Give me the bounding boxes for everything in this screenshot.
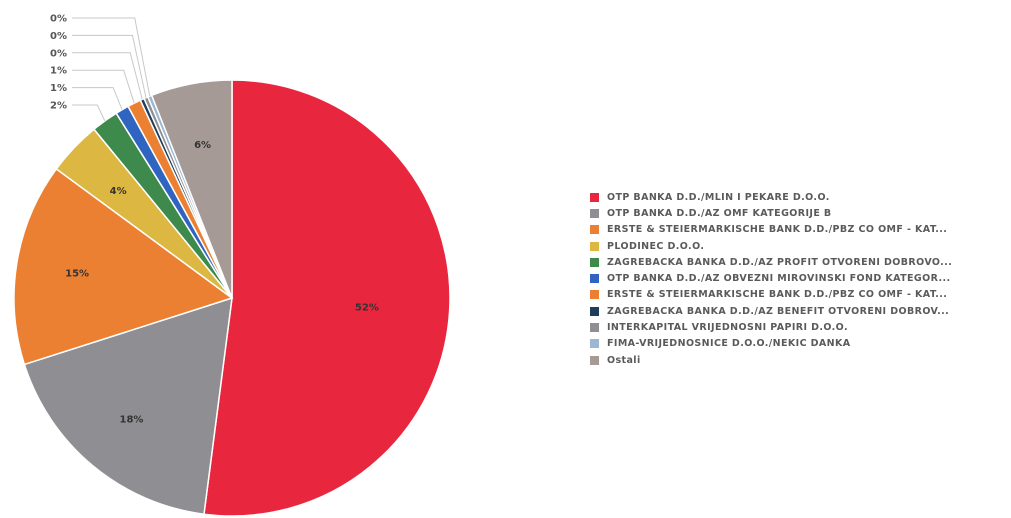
legend-swatch	[590, 225, 599, 235]
legend-item[interactable]: FIMA-VRIJEDNOSNICE D.O.O./NEKIĆ DANKA	[590, 336, 1010, 352]
label-connector-line	[72, 104, 106, 122]
legend-label: FIMA-VRIJEDNOSNICE D.O.O./NEKIĆ DANKA	[607, 338, 851, 350]
slice-data-label: 1%	[50, 66, 67, 77]
legend-item[interactable]: ZAGREBAČKA BANKA D.D./AZ PROFIT OTVORENI…	[590, 254, 1010, 270]
legend-label: OTP BANKA D.D./AZ OMF KATEGORIJE B	[607, 207, 832, 219]
legend-swatch	[590, 257, 599, 267]
slice-data-label: 0%	[50, 48, 67, 59]
legend-swatch	[590, 323, 599, 333]
legend-label: OTP BANKA D.D./MLIN I PEKARE D.O.O.	[607, 191, 830, 203]
legend-item[interactable]: Ostali	[590, 352, 1010, 368]
legend-swatch	[590, 241, 599, 251]
legend-swatch	[590, 290, 599, 300]
legend-label: OTP BANKA D.D./AZ OBVEZNI MIROVINSKI FON…	[607, 273, 951, 285]
legend-label: PLODINEC D.O.O.	[607, 240, 705, 252]
legend-swatch	[590, 208, 599, 218]
legend-swatch	[590, 306, 599, 316]
label-connector-line	[72, 52, 143, 100]
legend-label: Ostali	[607, 354, 641, 366]
legend-item[interactable]: OTP BANKA D.D./AZ OBVEZNI MIROVINSKI FON…	[590, 270, 1010, 286]
slice-data-label: 4%	[110, 186, 127, 197]
label-connector-line	[72, 69, 135, 104]
legend-item[interactable]: ZAGREBAČKA BANKA D.D./AZ BENEFIT OTVOREN…	[590, 303, 1010, 319]
pie-slice[interactable]	[23, 296, 233, 516]
legend: OTP BANKA D.D./MLIN I PEKARE D.O.O. OTP B…	[590, 189, 1010, 368]
pie-slice[interactable]	[203, 79, 451, 517]
slice-data-label: 15%	[65, 269, 89, 280]
slice-data-label: 1%	[50, 83, 67, 94]
legend-label: ZAGREBAČKA BANKA D.D./AZ BENEFIT OTVOREN…	[607, 305, 950, 317]
legend-swatch	[590, 355, 599, 365]
legend-label: ERSTE & STEIERMARKISCHE BANK D.D./PBZ CO…	[607, 224, 948, 236]
legend-label: INTERKAPITAL VRIJEDNOSNI PAPIRI D.O.O.	[607, 322, 848, 334]
slice-data-label: 0%	[50, 14, 67, 25]
slice-data-label: 6%	[194, 140, 211, 151]
legend-swatch	[590, 192, 599, 202]
legend-swatch	[590, 274, 599, 284]
label-connector-line	[72, 17, 151, 97]
slice-data-label: 2%	[50, 101, 67, 112]
label-connector-line	[72, 87, 123, 110]
label-connector-line	[72, 34, 147, 98]
pie-slice[interactable]	[13, 167, 234, 366]
legend-item[interactable]: OTP BANKA D.D./AZ OMF KATEGORIJE B	[590, 205, 1010, 221]
legend-item[interactable]: ERSTE & STEIERMARKISCHE BANK D.D./PBZ CO…	[590, 287, 1010, 303]
legend-item[interactable]: OTP BANKA D.D./MLIN I PEKARE D.O.O.	[590, 189, 1010, 205]
legend-swatch	[590, 339, 599, 349]
slice-data-label: 0%	[50, 31, 67, 42]
pie-plot: 52% 18% 15% 4% 6% 0% 0% 0% 1% 1% 2%	[13, 14, 451, 517]
legend-label: ZAGREBAČKA BANKA D.D./AZ PROFIT OTVORENI…	[607, 256, 953, 268]
slice-data-label: 18%	[120, 415, 144, 426]
pie-slice[interactable]	[150, 79, 233, 299]
legend-item[interactable]: PLODINEC D.O.O.	[590, 238, 1010, 254]
slice-data-label: 52%	[355, 303, 379, 314]
legend-item[interactable]: INTERKAPITAL VRIJEDNOSNI PAPIRI D.O.O.	[590, 319, 1010, 335]
legend-label: ERSTE & STEIERMARKISCHE BANK D.D./PBZ CO…	[607, 289, 948, 301]
legend-item[interactable]: ERSTE & STEIERMARKISCHE BANK D.D./PBZ CO…	[590, 222, 1010, 238]
